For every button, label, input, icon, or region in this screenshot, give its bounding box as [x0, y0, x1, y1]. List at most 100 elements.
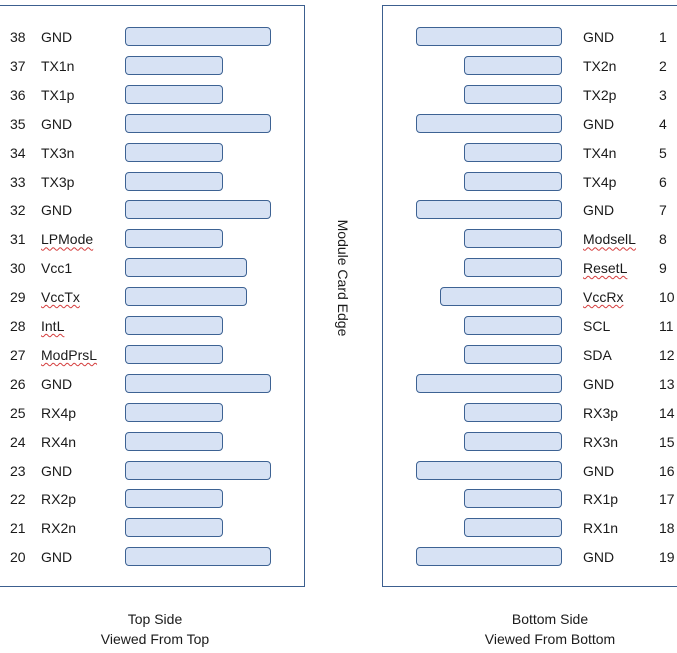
- pin-row-29: 29 VccTx: [0, 286, 304, 309]
- pin-signal-name: ModPrsL: [41, 346, 98, 363]
- contact-pad-short: [125, 55, 223, 75]
- contact-pad-long: [416, 113, 562, 133]
- contact-pad-short: [464, 55, 562, 75]
- pin-signal-name: GND: [41, 29, 73, 45]
- pin-number: 13: [659, 375, 675, 392]
- pin-signal-name: GND: [583, 29, 615, 45]
- contact-pad-short: [464, 84, 562, 104]
- contact-pad-short: [125, 316, 223, 335]
- pin-number: 32: [10, 202, 26, 219]
- pin-number: 26: [10, 375, 26, 392]
- pin-row-30: 30 Vcc1: [0, 257, 304, 280]
- contact-pad-short: [464, 316, 562, 335]
- pin-row-3: 3 TX2p: [383, 84, 677, 107]
- pin-signal-name: GND: [583, 462, 615, 479]
- contact-pad-short: [125, 171, 223, 191]
- pin-number: 6: [659, 173, 667, 190]
- pin-row-38: 38 GND: [0, 26, 304, 49]
- contact-pad-short: [125, 518, 223, 538]
- pin-row-22: 22 RX2p: [0, 488, 304, 511]
- pin-signal-name: GND: [583, 202, 615, 219]
- contact-pad-long: [416, 460, 562, 480]
- pin-row-20: 20 GND: [0, 546, 304, 569]
- pin-number: 29: [10, 289, 26, 306]
- contact-pad-short: [125, 142, 223, 162]
- pin-number: 33: [10, 173, 26, 190]
- pin-number: 8: [659, 231, 667, 248]
- pin-number: 12: [659, 346, 675, 363]
- pin-signal-name: GND: [41, 462, 73, 479]
- pin-signal-name: ModselL: [583, 231, 636, 248]
- pin-number: 24: [10, 433, 26, 450]
- pin-number: 31: [10, 231, 26, 248]
- pin-number: 5: [659, 144, 667, 161]
- pin-row-18: 18 RX1n: [383, 517, 677, 540]
- pin-number: 10: [659, 289, 675, 306]
- pin-number: 20: [10, 549, 26, 566]
- pin-number: 30: [10, 260, 26, 277]
- pin-row-23: 23 GND: [0, 460, 304, 483]
- bottom-side-panel: 1 GND 2 TX2n 3 TX2p 4 GND 5 TX4n 6 TX4p 7 GND 8 ModselL…: [382, 5, 677, 587]
- contact-pad-short: [125, 402, 223, 422]
- contact-pad-medium: [440, 287, 562, 307]
- pin-signal-name: GND: [583, 115, 615, 132]
- pin-number: 1: [659, 29, 667, 45]
- contact-pad-long: [125, 460, 271, 480]
- pin-row-27: 27 ModPrsL: [0, 344, 304, 367]
- contact-pad-long: [125, 113, 271, 133]
- pin-row-17: 17 RX1p: [383, 488, 677, 511]
- pin-signal-name: GND: [41, 115, 73, 132]
- pin-number: 22: [10, 491, 26, 508]
- pin-row-19: 19 GND: [383, 546, 677, 569]
- pin-row-2: 2 TX2n: [383, 55, 677, 78]
- pin-row-32: 32 GND: [0, 199, 304, 222]
- contact-pad-long: [125, 27, 271, 46]
- pin-signal-name: TX4n: [583, 144, 617, 161]
- pin-signal-name: RX4p: [41, 404, 77, 421]
- pin-signal-name: GND: [583, 549, 615, 566]
- pin-signal-name: GND: [41, 202, 73, 219]
- contact-pad-short: [464, 431, 562, 451]
- pin-number: 34: [10, 144, 26, 161]
- pin-row-28: 28 IntL: [0, 315, 304, 338]
- pin-number: 36: [10, 86, 26, 103]
- pin-number: 7: [659, 202, 667, 219]
- pin-signal-name: RX3n: [583, 433, 619, 450]
- pin-number: 25: [10, 404, 26, 421]
- contact-pad-short: [125, 84, 223, 104]
- pin-signal-name: RX1p: [583, 491, 619, 508]
- pin-number: 4: [659, 115, 667, 132]
- contact-pad-long: [416, 373, 562, 393]
- pin-signal-name: TX3n: [41, 144, 75, 161]
- pin-signal-name: SCL: [583, 318, 611, 334]
- pin-number: 11: [659, 318, 674, 334]
- pin-row-12: 12 SDA: [383, 344, 677, 367]
- pin-row-35: 35 GND: [0, 113, 304, 136]
- contact-pad-short: [125, 344, 223, 364]
- pin-row-31: 31 LPMode: [0, 228, 304, 251]
- pin-signal-name: VccTx: [41, 289, 80, 306]
- pin-row-16: 16 GND: [383, 460, 677, 483]
- pin-signal-name: VccRx: [583, 289, 624, 306]
- pin-signal-name: TX4p: [583, 173, 617, 190]
- top-side-caption-line1: Top Side: [127, 611, 183, 627]
- contact-pad-short: [464, 489, 562, 509]
- pin-signal-name: LPMode: [41, 231, 94, 248]
- pin-row-25: 25 RX4p: [0, 402, 304, 425]
- contact-pad-short: [464, 142, 562, 162]
- pin-row-24: 24 RX4n: [0, 431, 304, 454]
- pin-number: 18: [659, 520, 675, 537]
- pin-row-14: 14 RX3p: [383, 402, 677, 425]
- pin-signal-name: IntL: [41, 318, 65, 334]
- pin-row-26: 26 GND: [0, 373, 304, 396]
- pin-signal-name: RX2n: [41, 520, 77, 537]
- pin-row-34: 34 TX3n: [0, 142, 304, 165]
- pin-signal-name: Vcc1: [41, 260, 73, 277]
- pin-row-37: 37 TX1n: [0, 55, 304, 78]
- pin-number: 17: [659, 491, 675, 508]
- pin-number: 14: [659, 404, 675, 421]
- pin-number: 38: [10, 29, 26, 45]
- pin-signal-name: GND: [41, 375, 73, 392]
- contact-pad-short: [464, 402, 562, 422]
- pin-number: 2: [659, 57, 667, 74]
